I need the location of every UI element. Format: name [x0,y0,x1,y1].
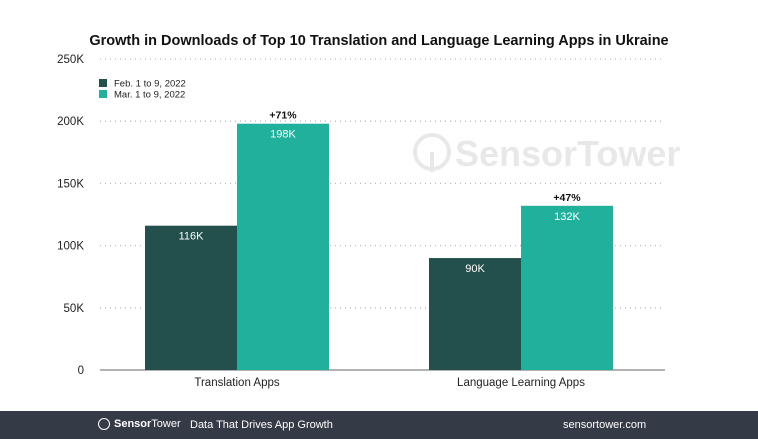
y-tick-label: 100K [57,241,84,253]
bar-value-label: 198K [270,129,296,141]
legend-swatch [99,90,107,98]
chart-title: Growth in Downloads of Top 10 Translatio… [89,33,668,49]
y-tick-label: 0 [78,365,84,377]
legend-label: Mar. 1 to 9, 2022 [114,90,185,101]
growth-label: +71% [269,110,297,122]
brand-light: Tower [151,418,181,430]
legend-swatch [99,79,107,87]
bar [429,258,521,370]
brand-bold: Sensor [114,418,152,430]
chart: Growth in Downloads of Top 10 Translatio… [57,33,680,389]
x-category-label: Language Learning Apps [457,377,585,389]
sensortower-logo-icon [98,418,110,430]
bar-value-label: 116K [179,231,205,243]
footer-site-link[interactable]: sensortower.com [563,419,647,431]
x-category-label: Translation Apps [194,377,279,389]
footer: SensorTower Data That Drives App Growth … [0,411,758,439]
bar [521,205,613,370]
bar-value-label: 132K [554,211,580,223]
y-tick-label: 150K [57,178,84,190]
bar [237,123,329,370]
watermark-text: SensorTower [455,133,680,174]
bar [145,225,237,370]
footer-brand: SensorTower [98,418,181,430]
y-tick-label: 50K [64,303,85,315]
legend-label: Feb. 1 to 9, 2022 [114,79,186,90]
y-tick-label: 250K [57,54,84,66]
growth-label: +47% [553,192,581,204]
watermark: SensorTower [413,133,680,174]
bar-value-label: 90K [465,263,485,275]
y-tick-label: 200K [57,116,84,128]
footer-tagline: Data That Drives App Growth [190,419,333,431]
